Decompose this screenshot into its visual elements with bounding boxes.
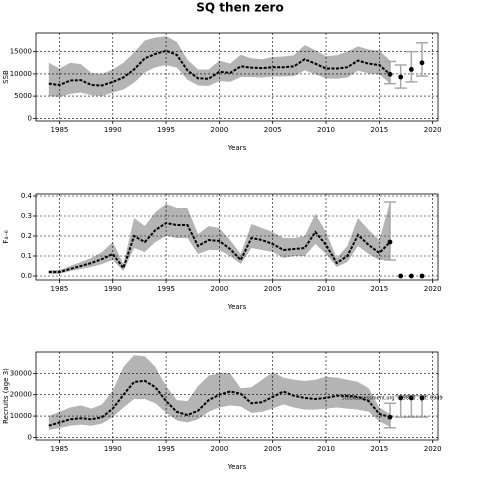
y-tick-label: 0.0 [21, 272, 32, 280]
x-tick-label: 1990 [104, 445, 122, 453]
projection-point [398, 395, 404, 401]
projection-point [387, 239, 393, 245]
projection-point [408, 395, 414, 401]
x-tick-label: 1995 [157, 285, 175, 293]
panel: 1985 1990 1995 2000 2005 2010 2015 2020 0 5000 100… [2, 32, 442, 152]
x-tick-label: 2015 [370, 126, 388, 134]
x-tick-label: 2020 [424, 445, 442, 453]
panel: 1985 1990 1995 2000 2005 2010 2015 2020 0.0 0.1 0.… [2, 192, 442, 311]
estimate-line [48, 49, 391, 87]
x-tick-label: 1995 [157, 126, 175, 134]
x-tick-label: 1990 [104, 126, 122, 134]
plot-frame [35, 351, 439, 441]
x-tick-label: 2000 [210, 285, 228, 293]
x-tick-label: 2010 [317, 126, 335, 134]
y-tick-label: 5000 [14, 92, 32, 100]
plot-frame [35, 193, 439, 281]
annotation: stockassessment.org : 19820 , git: 69d9 [342, 396, 443, 402]
x-tick-label: 2020 [424, 285, 442, 293]
projection-point [419, 395, 425, 401]
estimate-line [48, 379, 391, 427]
y-tick-label: 10000 [10, 70, 32, 78]
y-tick-label: 0 [28, 433, 32, 441]
x-tick-label: 2000 [210, 126, 228, 134]
projection-point [387, 71, 393, 77]
x-tick-label: 2005 [264, 285, 282, 293]
y-axis-label: Recruits (age 3) [2, 368, 10, 424]
panel: 1985 1990 1995 2000 2005 2010 2015 2020 0 10000 20… [2, 351, 443, 471]
projection-point [408, 273, 414, 279]
projection-point [408, 67, 414, 72]
x-tick-label: 1995 [157, 445, 175, 453]
y-tick-label: 0.4 [21, 192, 33, 200]
x-tick-label: 2010 [317, 285, 335, 293]
x-tick-label: 2005 [264, 445, 282, 453]
y-axis-label: SSB [2, 70, 10, 84]
x-tick-label: 2010 [317, 445, 335, 453]
x-tick-label: 2015 [370, 285, 388, 293]
y-tick-label: 30000 [10, 369, 32, 377]
x-tick-label: 2000 [210, 445, 228, 453]
x-tick-label: 1985 [51, 285, 69, 293]
y-tick-label: 0.1 [21, 252, 32, 260]
x-tick-label: 2015 [370, 445, 388, 453]
y-tick-label: 20000 [10, 391, 32, 399]
x-tick-label: 2020 [424, 126, 442, 134]
x-tick-label: 1985 [51, 126, 69, 134]
y-tick-label: 0 [28, 114, 32, 122]
x-axis-label: Years [227, 303, 247, 311]
figure-title: SQ then zero [196, 1, 283, 15]
projection-point [419, 60, 425, 66]
estimate-line [48, 221, 391, 273]
plot-frame [35, 32, 439, 122]
x-tick-label: 1990 [104, 285, 122, 293]
x-tick-label: 2005 [264, 126, 282, 134]
projection-point [398, 74, 404, 80]
y-axis-label: F₄₋₆ [2, 230, 10, 244]
y-tick-label: 10000 [10, 412, 32, 420]
y-tick-label: 0.3 [21, 212, 32, 220]
projection-point [387, 414, 393, 420]
y-tick-label: 15000 [10, 48, 32, 56]
projection-point [398, 273, 404, 279]
x-tick-label: 1985 [51, 445, 69, 453]
projection-point [419, 273, 425, 279]
x-axis-label: Years [227, 144, 247, 152]
x-axis-label: Years [227, 463, 247, 471]
y-tick-label: 0.2 [21, 232, 32, 240]
